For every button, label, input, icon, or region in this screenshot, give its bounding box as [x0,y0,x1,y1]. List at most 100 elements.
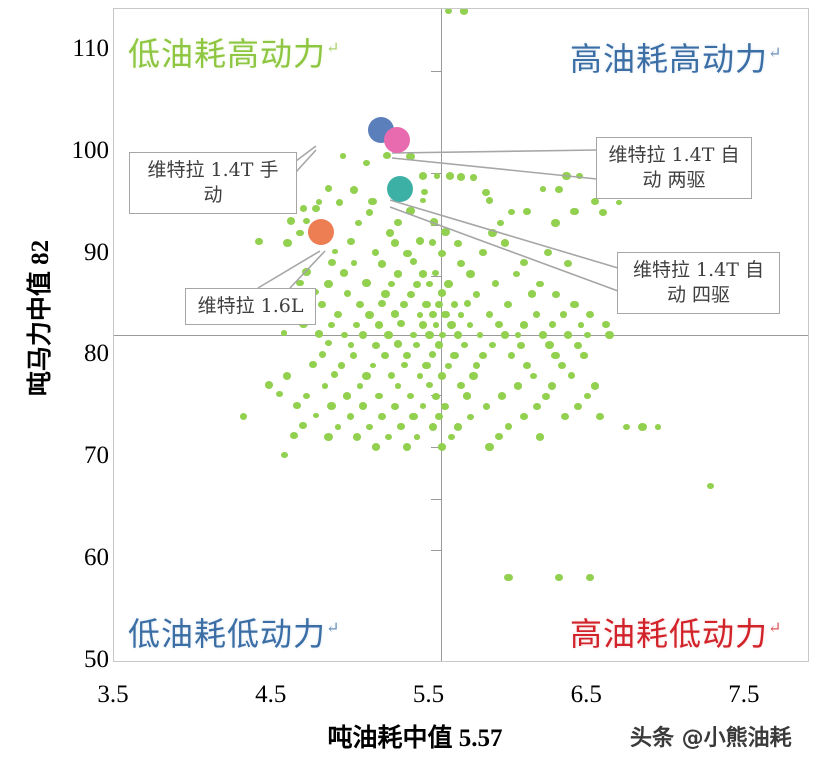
scatter-point [495,321,503,329]
scatter-point [507,352,515,359]
y-axis-tick-label: 50 [84,646,109,673]
scatter-point [519,412,529,421]
scatter-point [428,423,437,431]
scatter-point [374,320,384,329]
scatter-point [359,331,368,339]
scatter-point [255,237,263,245]
scatter-point [331,248,338,255]
scatter-point [567,372,575,379]
scatter-point [352,433,361,441]
scatter-point [349,351,358,359]
scatter-point [283,239,292,248]
x-axis-tick-label: 7.5 [728,681,760,708]
scatter-point [428,350,437,358]
scatter-point [428,311,437,319]
scatter-point [276,391,283,398]
scatter-point [425,381,433,389]
callout-vitara-1-4t-auto-4wd[interactable]: 维特拉 1.4T 自 动 四驱 [617,252,780,315]
scatter-point [538,331,548,339]
scatter-point [371,443,381,451]
x-axis-tick-labels: 3.5 4.5 5.5 6.5 7.5 [0,682,830,716]
scatter-point [514,332,521,338]
y-axis-title: 吨马力中值 82 [27,239,54,397]
scatter-point [293,401,301,409]
scatter-point [420,197,427,204]
quadrant-label-top-left: 低油耗高动力↵ [128,35,341,73]
callout-vitara-1-4t-auto-2wd[interactable]: 维特拉 1.4T 自 动 两驱 [596,137,752,200]
scatter-point [457,311,465,318]
highlighted-point-vitara-1-4t-auto-4wd[interactable] [387,176,414,203]
scatter-point [512,270,520,278]
scatter-point [425,280,433,288]
scatter-point [421,189,428,196]
scatter-point [573,402,582,411]
scatter-point [444,280,453,288]
scatter-point [551,351,560,360]
highlighted-point-vitara-1-4t-auto-2wd[interactable] [383,127,410,154]
scatter-point [413,341,421,349]
scatter-point [485,443,494,451]
scatter-point [602,321,610,329]
callout-line: 维特拉 1.4T 自 [633,259,764,281]
scatter-point [400,361,408,368]
y-axis-tick-label: 70 [84,442,109,470]
callout-vitara-1-4t-manual[interactable]: 维特拉 1.4T 手 动 [129,152,297,215]
scatter-point [473,291,481,298]
scatter-point [554,185,563,194]
scatter-point [422,300,431,309]
scatter-point [467,322,474,328]
scatter-point [482,188,491,197]
scatter-point [416,372,424,379]
scatter-point [349,186,358,195]
scatter-point [548,382,557,390]
scatter-point [438,331,446,339]
scatter-point [570,300,579,309]
scatter-point [369,362,376,369]
scatter-point [422,361,431,370]
scatter-point [290,432,298,440]
x-axis-tick-label: 4.5 [255,681,287,708]
scatter-point [315,330,324,338]
scatter-point [390,239,400,248]
scatter-point [366,423,373,430]
scatter-point [527,290,537,298]
scatter-point [456,259,466,268]
callout-line: 维特拉 1.4T 自 [608,144,740,166]
callout-vitara-1-6l[interactable]: 维特拉 1.6L [185,288,316,326]
scatter-point [564,331,573,339]
scatter-point [450,301,459,308]
scatter-point [445,9,452,15]
scatter-point [453,331,462,339]
scatter-point [441,402,450,411]
scatter-point [387,372,396,380]
scatter-point [437,371,447,380]
scatter-point [473,362,481,369]
scatter-point [419,270,428,278]
scatter-point [445,362,452,369]
scatter-point [403,351,412,359]
scatter-point [394,219,402,227]
scatter-point [489,342,496,349]
scatter-point [453,422,463,431]
scatter-point [393,270,403,278]
scatter-point [530,372,537,379]
scatter-point [296,229,304,237]
scatter-point [454,239,462,247]
scatter-point [523,207,532,216]
scatter-point [334,423,342,430]
scatter-point [469,173,478,181]
scatter-point [583,331,591,339]
scatter-point [283,372,292,380]
scatter-point [388,280,395,288]
scatter-point [312,412,319,419]
scatter-point [441,310,450,319]
scatter-point [586,310,595,319]
scatter-point [416,311,424,318]
x-axis-tick-label: 6.5 [570,681,602,708]
scatter-point [501,331,510,339]
scatter-point [340,269,349,277]
scatter-point [551,219,560,227]
highlighted-point-vitara-1-6l[interactable] [308,219,335,246]
scatter-point [302,267,311,276]
